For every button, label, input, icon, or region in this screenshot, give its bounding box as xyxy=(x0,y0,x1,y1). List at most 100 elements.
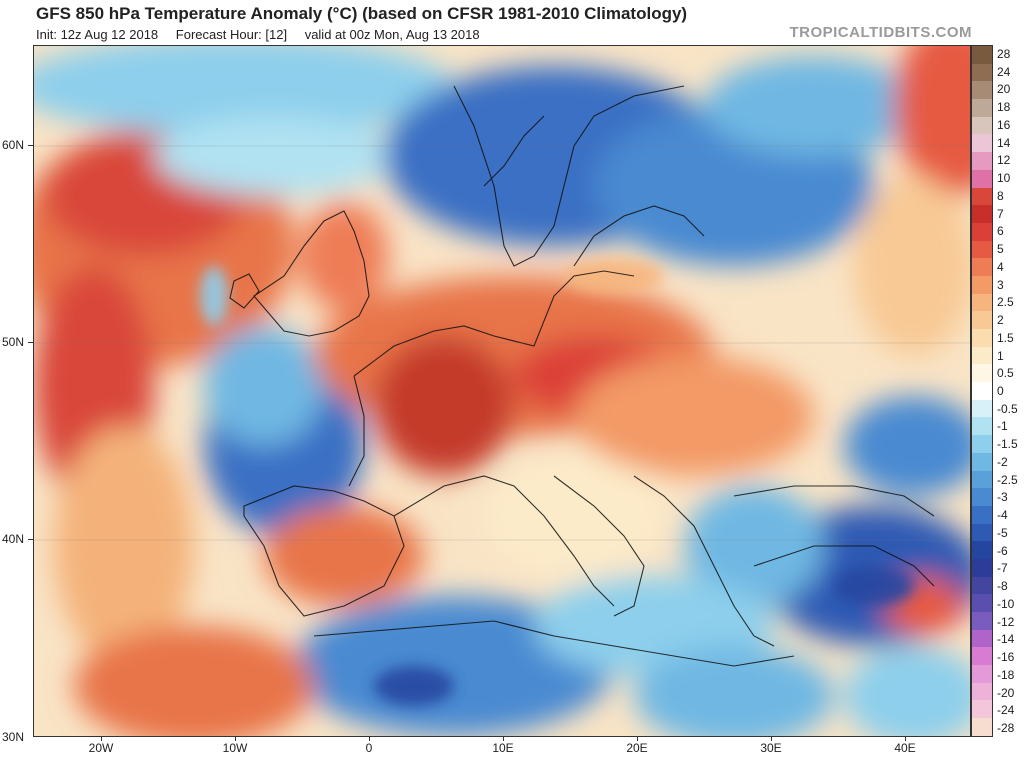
lat-label-30n: 30N xyxy=(2,730,25,744)
anomaly-field xyxy=(34,46,970,736)
colorbar-label: -4 xyxy=(997,508,1008,523)
colorbar-label: 24 xyxy=(997,64,1011,79)
lat-tick xyxy=(28,342,33,343)
lat-tick xyxy=(28,539,33,540)
colorbar-segment xyxy=(972,346,992,365)
colorbar-label: 6 xyxy=(997,224,1004,239)
colorbar-label: -28 xyxy=(997,721,1015,736)
colorbar-label: -8 xyxy=(997,579,1008,594)
colorbar-label: 3 xyxy=(997,277,1004,292)
graticule xyxy=(34,145,970,541)
lon-tick xyxy=(369,737,370,741)
colorbar-label: -0.5 xyxy=(997,401,1018,416)
colorbar-label: 0.5 xyxy=(997,366,1014,381)
colorbar-segment xyxy=(972,364,992,383)
colorbar-segment xyxy=(972,240,992,259)
colorbar-segment xyxy=(972,152,992,170)
colorbar-label: 2.5 xyxy=(997,295,1014,310)
colorbar-segment xyxy=(972,435,992,453)
colorbar-segment xyxy=(972,311,992,329)
colorbar-segment xyxy=(972,629,992,648)
lon-tick xyxy=(235,737,236,741)
colorbar-label: -1 xyxy=(997,419,1008,434)
colorbar-segment xyxy=(972,222,992,241)
lon-label-0: 0 xyxy=(365,741,373,755)
colorbar-label: -2 xyxy=(997,454,1008,469)
colorbar-segment xyxy=(972,647,992,666)
lon-tick xyxy=(503,737,504,741)
colorbar-segment xyxy=(972,718,992,736)
anomaly-map xyxy=(33,45,971,737)
colorbar-segment xyxy=(972,169,992,188)
colorbar-label: -1.5 xyxy=(997,437,1018,452)
colorbar-segment xyxy=(972,558,992,577)
lon-label-20e: 20E xyxy=(626,741,648,755)
colorbar-label: -2.5 xyxy=(997,472,1018,487)
map-title: GFS 850 hPa Temperature Anomaly (°C) (ba… xyxy=(36,4,688,23)
colorbar-label: 4 xyxy=(997,259,1004,274)
colorbar-segment xyxy=(972,134,992,153)
colorbar-label: -16 xyxy=(997,650,1015,665)
colorbar-labels: 28 24 20 18 16 14 12 10 8 7 6 5 4 3 2.5 2 1.5 1 0.5 0 -0.5 -1… xyxy=(997,45,1024,737)
colorbar-label: -14 xyxy=(997,632,1015,647)
colorbar-segment xyxy=(972,452,992,471)
colorbar-segment xyxy=(972,293,992,312)
colorbar-segment xyxy=(972,541,992,559)
lon-label-10w: 10W xyxy=(222,741,248,755)
sahara-warm-anomaly xyxy=(74,626,314,736)
colorbar-segment xyxy=(972,488,992,506)
colorbar-segment xyxy=(972,275,992,294)
colorbar-label: 18 xyxy=(997,100,1011,115)
colorbar-label: -10 xyxy=(997,596,1015,611)
coastlines xyxy=(229,85,935,667)
colorbar-label: 20 xyxy=(997,82,1011,97)
colorbar-segment xyxy=(972,63,992,82)
lon-tick xyxy=(101,737,102,741)
colorbar-segment xyxy=(972,665,992,683)
colorbar-segment xyxy=(972,682,992,701)
colorbar xyxy=(971,45,993,737)
colorbar-segment xyxy=(972,205,992,223)
lat-label-40n: 40N xyxy=(2,532,25,546)
colorbar-label: 0 xyxy=(997,384,1004,398)
colorbar-segment xyxy=(972,399,992,418)
north-atlantic-cool-anomaly xyxy=(34,46,454,136)
lon-tick xyxy=(771,737,772,741)
colorbar-label: -7 xyxy=(997,561,1008,576)
colorbar-segment xyxy=(972,382,992,400)
iberia-warm-anomaly xyxy=(264,506,424,606)
colorbar-label: -6 xyxy=(997,543,1008,558)
colorbar-label: 10 xyxy=(997,171,1011,186)
colorbar-segment xyxy=(972,576,992,595)
colorbar-label: 16 xyxy=(997,117,1011,132)
lon-label-30e: 30E xyxy=(760,741,782,755)
colorbar-label: 5 xyxy=(997,242,1004,257)
colorbar-segment xyxy=(972,417,992,436)
colorbar-segment xyxy=(972,116,992,135)
lat-label-60n: 60N xyxy=(2,138,25,152)
colorbar-segment xyxy=(972,99,992,117)
colorbar-label: -24 xyxy=(997,703,1015,718)
colorbar-label: -20 xyxy=(997,685,1015,700)
colorbar-segment xyxy=(972,329,992,347)
lon-label-40e: 40E xyxy=(894,741,916,755)
colorbar-segment xyxy=(972,470,992,489)
colorbar-label: -12 xyxy=(997,614,1015,629)
colorbar-label: -3 xyxy=(997,490,1008,505)
site-brand: TROPICALTIDBITS.COM xyxy=(789,24,972,41)
colorbar-label: -5 xyxy=(997,525,1008,540)
colorbar-segment xyxy=(972,187,992,206)
colorbar-label: 12 xyxy=(997,153,1011,168)
colorbar-label: -18 xyxy=(997,667,1015,682)
colorbar-label: 14 xyxy=(997,135,1011,150)
lat-label-50n: 50N xyxy=(2,335,25,349)
colorbar-segment xyxy=(972,505,992,524)
lon-tick xyxy=(637,737,638,741)
colorbar-label: 7 xyxy=(997,206,1004,221)
colorbar-label: 28 xyxy=(997,46,1011,61)
colorbar-segment xyxy=(972,81,992,100)
forecast-hour: Forecast Hour: [12] xyxy=(175,27,288,42)
colorbar-segment xyxy=(972,258,992,276)
colorbar-segment xyxy=(972,612,992,630)
colorbar-segment xyxy=(972,594,992,612)
